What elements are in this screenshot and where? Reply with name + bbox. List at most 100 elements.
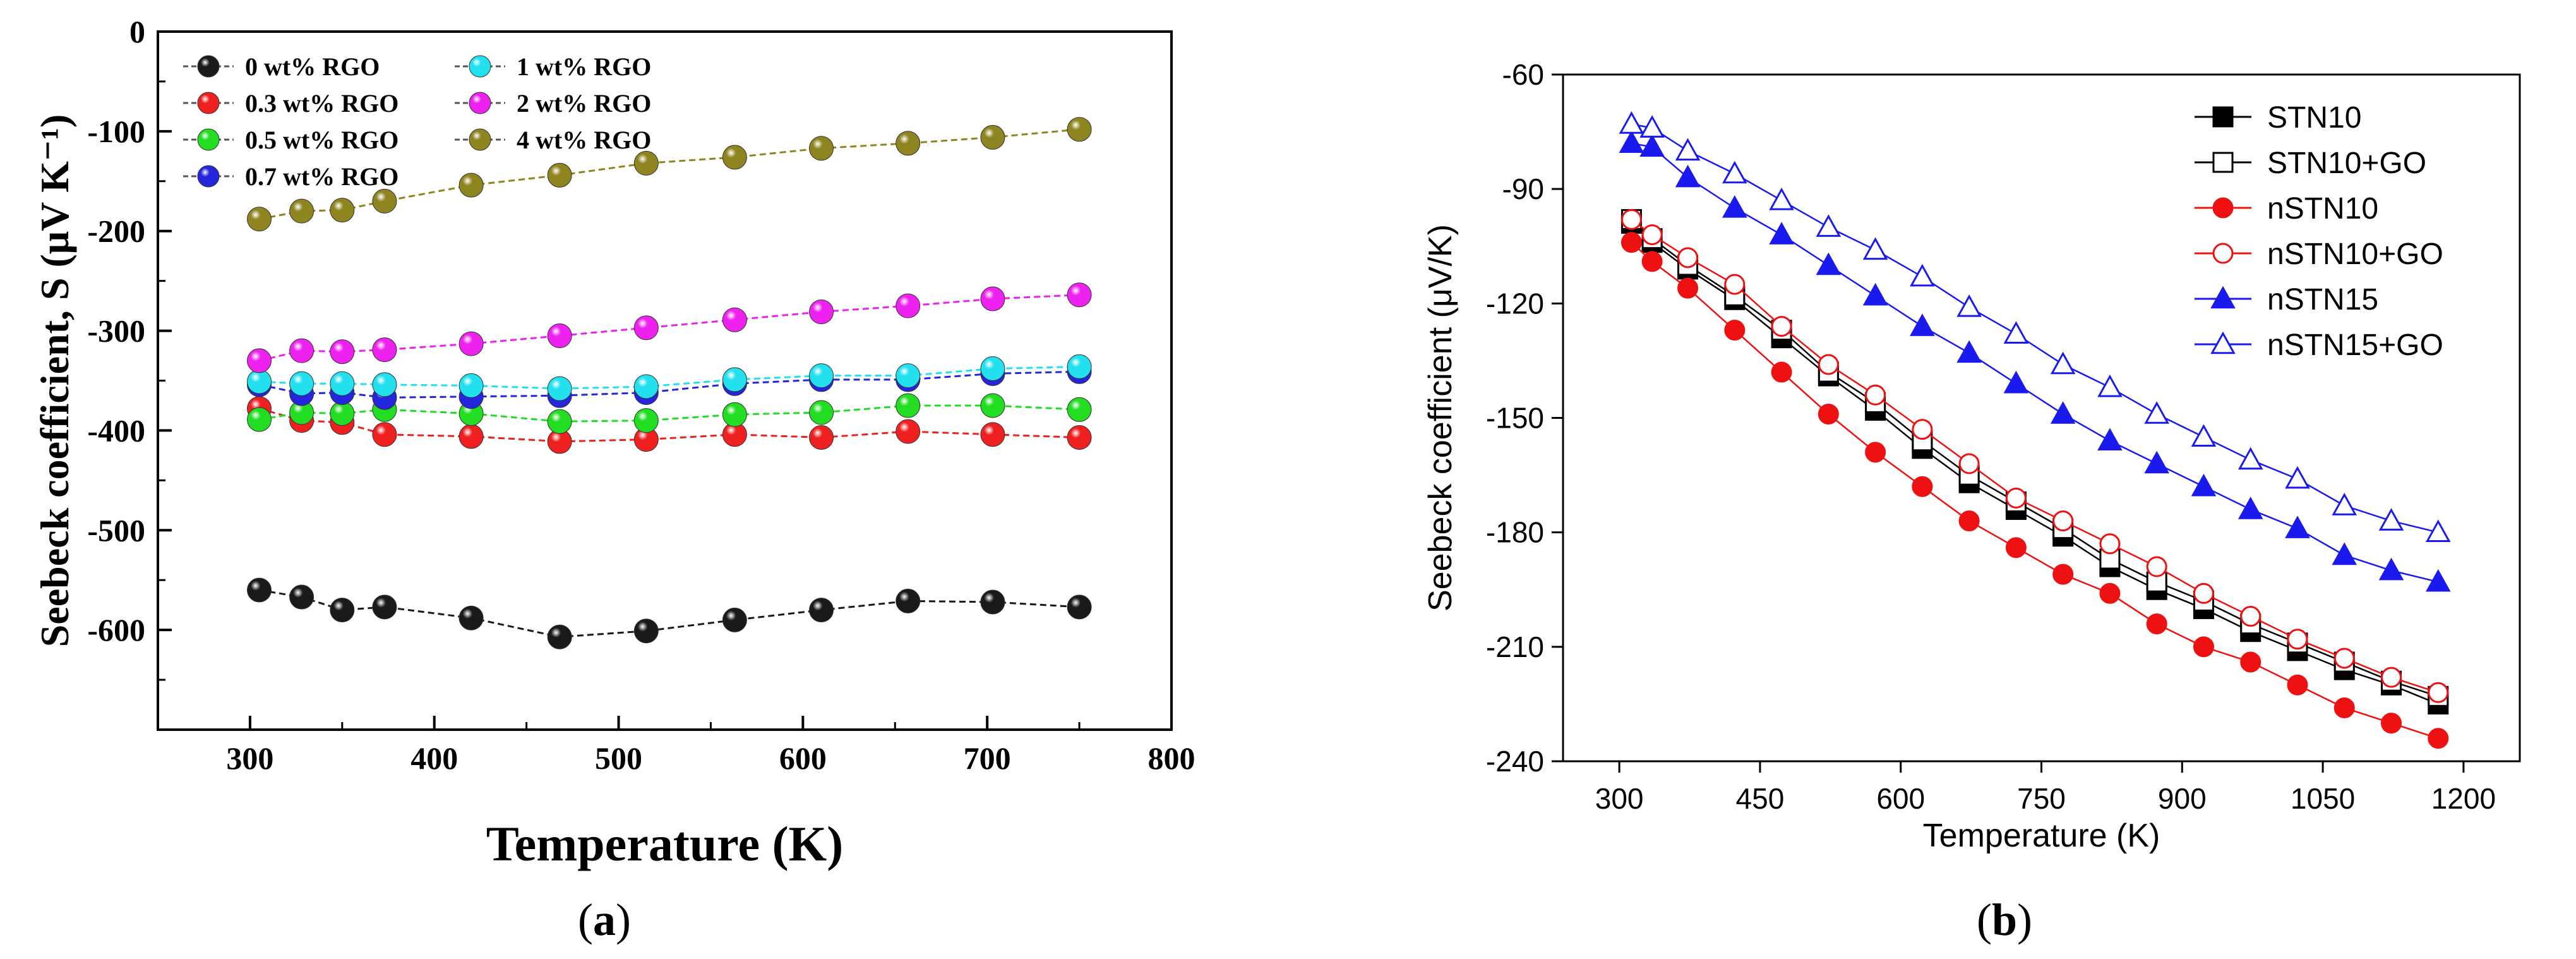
data-point-a bbox=[980, 422, 1005, 447]
data-point-a bbox=[809, 598, 834, 623]
data-point-a bbox=[896, 588, 921, 613]
data-point-b bbox=[2097, 374, 2123, 397]
data-point-a bbox=[896, 363, 921, 389]
legend-label-a: 1 wt% RGO bbox=[517, 52, 651, 81]
data-point-b bbox=[2333, 648, 2355, 669]
legend-marker-a bbox=[469, 128, 491, 151]
data-point-a bbox=[289, 584, 315, 610]
legend-marker-a bbox=[469, 55, 491, 78]
data-point-b bbox=[2099, 533, 2121, 555]
y-axis-label-a: Seebeck coefficient, S (μV K⁻¹) bbox=[32, 114, 77, 647]
legend-marker-a bbox=[197, 165, 220, 188]
data-point-a bbox=[547, 323, 572, 348]
data-point-a bbox=[633, 408, 659, 433]
legend-marker-b bbox=[2210, 286, 2236, 309]
data-point-b bbox=[2285, 516, 2310, 538]
data-point-b bbox=[2332, 542, 2357, 565]
data-point-a bbox=[722, 367, 747, 392]
data-point-a bbox=[547, 376, 572, 401]
y-tick-label-b: -90 bbox=[1502, 172, 1544, 205]
x-axis-label-a: Temperature (K) bbox=[486, 816, 843, 871]
x-axis-label-b: Temperature (K) bbox=[1923, 817, 2160, 854]
legend-label-b: nSTN10 bbox=[2267, 192, 2378, 226]
legend-label-b: nSTN15 bbox=[2267, 283, 2378, 317]
data-point-b bbox=[1865, 384, 1886, 406]
data-point-b bbox=[2238, 497, 2263, 519]
data-point-a bbox=[809, 299, 834, 325]
data-point-a bbox=[330, 339, 355, 365]
data-point-b bbox=[1619, 130, 1644, 153]
data-point-a bbox=[722, 145, 747, 170]
data-point-b bbox=[1865, 442, 1886, 463]
data-point-b bbox=[2193, 636, 2214, 658]
data-point-b bbox=[2146, 556, 2167, 577]
y-tick-label-a: -600 bbox=[87, 612, 145, 648]
data-point-b bbox=[1818, 403, 1839, 425]
data-point-b bbox=[1722, 160, 1747, 184]
series-line-a bbox=[259, 589, 1080, 638]
data-point-b bbox=[1956, 294, 1982, 317]
data-point-b bbox=[2003, 370, 2029, 394]
data-point-b bbox=[1675, 138, 1701, 161]
data-point-b bbox=[1769, 187, 1794, 210]
data-point-b bbox=[1862, 282, 1888, 306]
data-point-a bbox=[289, 338, 315, 363]
data-point-b bbox=[1912, 419, 1933, 440]
data-point-b bbox=[2052, 510, 2074, 532]
data-point-a bbox=[809, 400, 834, 425]
data-point-a bbox=[1067, 425, 1092, 450]
data-point-a bbox=[980, 356, 1005, 382]
data-point-b bbox=[1724, 274, 1746, 295]
data-point-b bbox=[2240, 606, 2261, 627]
legend-marker-a bbox=[469, 92, 491, 114]
data-point-b bbox=[2097, 428, 2123, 451]
chart-b-svg: 300 450 600 750 900 1050 1200 -60 -90 -120 -150 -18… bbox=[1422, 58, 2521, 854]
data-point-a bbox=[458, 373, 484, 398]
data-point-a bbox=[372, 594, 397, 620]
data-point-a bbox=[896, 131, 921, 156]
data-point-b bbox=[2285, 466, 2310, 489]
data-point-a bbox=[896, 393, 921, 418]
data-point-b bbox=[2191, 424, 2217, 447]
data-point-b bbox=[2425, 519, 2451, 542]
data-point-b bbox=[1677, 247, 1699, 268]
x-tick-label-b: 1050 bbox=[2291, 782, 2355, 815]
data-point-a bbox=[547, 409, 572, 434]
y-tick-label-b: -180 bbox=[1486, 516, 1544, 549]
y-tick-label-a: -500 bbox=[87, 512, 145, 548]
data-point-a bbox=[633, 374, 659, 399]
data-point-b bbox=[1641, 224, 1663, 246]
data-point-b bbox=[2428, 728, 2449, 749]
legend-label-a: 0.5 wt% RGO bbox=[245, 126, 398, 154]
data-point-a bbox=[633, 315, 659, 341]
y-tick-label-b: -210 bbox=[1486, 630, 1544, 663]
data-point-b bbox=[2287, 629, 2308, 650]
data-point-a bbox=[372, 372, 397, 397]
data-point-a bbox=[330, 598, 355, 623]
data-point-b bbox=[2144, 450, 2169, 474]
x-tick-label-a: 400 bbox=[410, 740, 458, 776]
data-point-b bbox=[2191, 473, 2217, 497]
chart-panel-b: 300 450 600 750 900 1050 1200 -60 -90 -120 -150 -18… bbox=[1377, 0, 2576, 959]
y-tick-label-a: -400 bbox=[87, 413, 145, 448]
data-point-b bbox=[2333, 697, 2355, 718]
data-point-b bbox=[2332, 493, 2357, 516]
data-point-b bbox=[2238, 447, 2263, 470]
data-point-a bbox=[722, 307, 747, 332]
data-point-a bbox=[1067, 282, 1092, 308]
y-tick-label-b: -120 bbox=[1486, 287, 1544, 320]
data-point-b bbox=[1910, 313, 1935, 336]
data-point-b bbox=[2050, 351, 2076, 375]
data-point-b bbox=[1722, 195, 1747, 218]
data-point-b bbox=[2099, 582, 2121, 604]
data-point-b bbox=[2193, 582, 2214, 604]
data-point-b bbox=[1675, 164, 1701, 188]
data-point-b bbox=[1639, 115, 1665, 138]
series-line-a bbox=[259, 370, 1080, 399]
x-tick-label-a: 800 bbox=[1148, 740, 1195, 776]
data-point-a bbox=[247, 577, 272, 603]
data-point-b bbox=[2381, 666, 2402, 688]
data-point-a bbox=[980, 393, 1005, 418]
data-point-a bbox=[458, 605, 484, 630]
data-point-a bbox=[330, 371, 355, 396]
